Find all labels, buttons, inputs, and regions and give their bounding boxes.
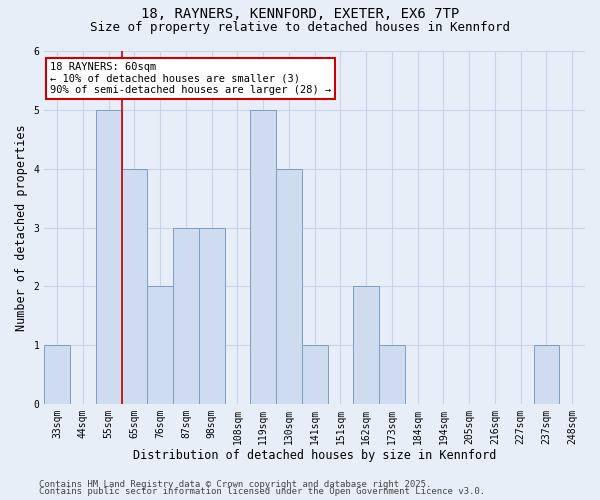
Bar xyxy=(122,169,147,404)
Bar xyxy=(533,345,559,404)
Text: Contains public sector information licensed under the Open Government Licence v3: Contains public sector information licen… xyxy=(39,488,485,496)
Bar xyxy=(250,110,276,404)
Bar xyxy=(199,228,224,404)
X-axis label: Distribution of detached houses by size in Kennford: Distribution of detached houses by size … xyxy=(133,450,496,462)
Bar xyxy=(147,286,173,404)
Bar xyxy=(353,286,379,404)
Bar xyxy=(379,345,405,404)
Text: Size of property relative to detached houses in Kennford: Size of property relative to detached ho… xyxy=(90,21,510,34)
Bar xyxy=(44,345,70,404)
Bar xyxy=(96,110,122,404)
Bar xyxy=(173,228,199,404)
Bar xyxy=(276,169,302,404)
Text: 18 RAYNERS: 60sqm
← 10% of detached houses are smaller (3)
90% of semi-detached : 18 RAYNERS: 60sqm ← 10% of detached hous… xyxy=(50,62,331,96)
Text: Contains HM Land Registry data © Crown copyright and database right 2025.: Contains HM Land Registry data © Crown c… xyxy=(39,480,431,489)
Y-axis label: Number of detached properties: Number of detached properties xyxy=(15,124,28,331)
Text: 18, RAYNERS, KENNFORD, EXETER, EX6 7TP: 18, RAYNERS, KENNFORD, EXETER, EX6 7TP xyxy=(141,8,459,22)
Bar xyxy=(302,345,328,404)
